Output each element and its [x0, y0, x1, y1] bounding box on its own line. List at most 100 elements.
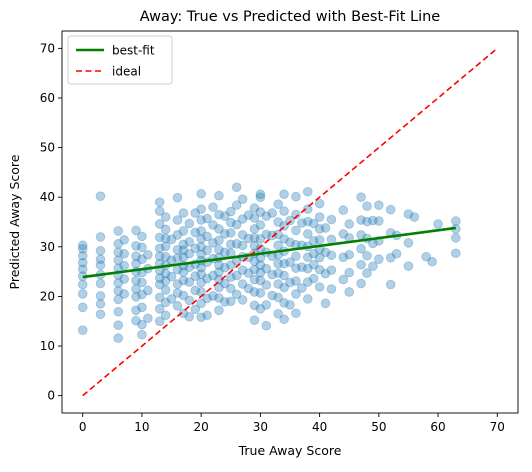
scatter-point — [113, 320, 124, 330]
scatter-point — [95, 278, 106, 289]
scatter-point — [225, 239, 236, 250]
ideal-line — [82, 47, 498, 397]
scatter-point — [214, 244, 224, 255]
scatter-point — [113, 226, 124, 236]
scatter-point — [113, 286, 124, 296]
scatter-point — [326, 214, 337, 225]
scatter-point — [172, 230, 183, 240]
scatter-point — [344, 249, 355, 260]
scatter-point — [196, 226, 206, 236]
scatter-point — [279, 234, 289, 244]
scatter-point — [285, 237, 295, 248]
legend-box — [67, 35, 173, 85]
scatter-point — [403, 238, 414, 248]
scatter-point — [137, 254, 147, 265]
scatter-point — [237, 295, 248, 305]
scatter-point — [190, 304, 201, 315]
scatter-point — [237, 230, 248, 240]
scatter-point — [154, 243, 165, 254]
scatter-point — [273, 292, 283, 303]
scatter-point — [279, 270, 289, 281]
scatter-point — [285, 215, 295, 226]
scatter-point — [172, 288, 183, 298]
scatter-point — [119, 260, 129, 271]
scatter-point — [231, 270, 242, 281]
scatter-point — [314, 212, 325, 222]
scatter-point — [302, 204, 313, 214]
scatter-point — [314, 235, 325, 245]
y-axis-label: Predicted Away Score — [7, 154, 22, 289]
scatter-point — [385, 204, 396, 215]
scatter-point — [255, 234, 266, 244]
scatter-point — [214, 282, 224, 293]
scatter-point — [231, 219, 242, 230]
scatter-point — [273, 308, 283, 319]
scatter-point — [214, 293, 224, 303]
scatter-point — [220, 211, 230, 221]
scatter-point — [119, 289, 129, 299]
scatter-point — [225, 206, 236, 217]
scatter-point — [255, 192, 266, 202]
scatter-point — [237, 265, 248, 275]
scatter-point — [137, 242, 147, 253]
scatter-point — [137, 277, 147, 288]
scatter-point — [208, 238, 218, 248]
scatter-point — [196, 277, 206, 288]
scatter-point — [202, 310, 212, 321]
scatter-point — [273, 199, 283, 209]
scatter-point — [237, 240, 248, 251]
scatter-point — [184, 218, 195, 229]
scatter-point — [160, 212, 171, 222]
scatter-point — [77, 289, 88, 299]
scatter-point — [403, 209, 414, 219]
scatter-point — [190, 243, 201, 254]
scatter-point — [214, 260, 224, 270]
scatter-point — [237, 279, 248, 289]
scatter-point — [214, 274, 224, 285]
scatter-point — [202, 213, 212, 224]
scatter-point — [356, 192, 366, 202]
scatter-point — [391, 248, 402, 259]
scatter-point — [154, 316, 165, 327]
scatter-point — [214, 224, 224, 234]
scatter-point — [131, 284, 141, 294]
scatter-point — [285, 257, 295, 267]
scatter-point — [119, 248, 129, 259]
scatter-point — [131, 241, 141, 251]
scatter-point — [225, 228, 236, 238]
scatter-point — [196, 312, 206, 323]
scatter-point — [356, 215, 366, 225]
scatter-point — [261, 300, 272, 310]
chart-title: Away: True vs Predicted with Best-Fit Li… — [140, 9, 441, 25]
scatter-point — [225, 260, 236, 270]
scatter-point — [291, 308, 301, 319]
y-tick-label: 20 — [40, 289, 55, 303]
scatter-point — [214, 209, 224, 220]
scatter-point — [374, 200, 384, 210]
scatter-point — [178, 208, 189, 218]
scatter-point — [225, 217, 236, 228]
scatter-point — [143, 313, 153, 324]
scatter-point — [421, 251, 432, 262]
scatter-point — [302, 294, 313, 304]
scatter-point — [302, 216, 313, 227]
scatter-point — [113, 306, 124, 317]
scatter-point — [255, 288, 266, 298]
scatter-point — [356, 278, 366, 289]
scatter-point — [95, 232, 106, 242]
scatter-point — [196, 298, 206, 309]
scatter-point — [314, 264, 325, 275]
scatter-point — [409, 212, 420, 222]
scatter-point — [255, 207, 266, 217]
scatter-point — [95, 191, 106, 202]
scatter-point — [202, 273, 212, 284]
scatter-point — [302, 229, 313, 239]
scatter-point — [255, 260, 266, 270]
scatter-point — [320, 268, 331, 279]
scatter-point — [231, 239, 242, 249]
scatter-point — [255, 275, 266, 286]
scatter-point — [225, 272, 236, 282]
scatter-point — [249, 256, 260, 266]
scatter-point — [77, 302, 88, 313]
legend-ideal-label: ideal — [112, 65, 141, 79]
